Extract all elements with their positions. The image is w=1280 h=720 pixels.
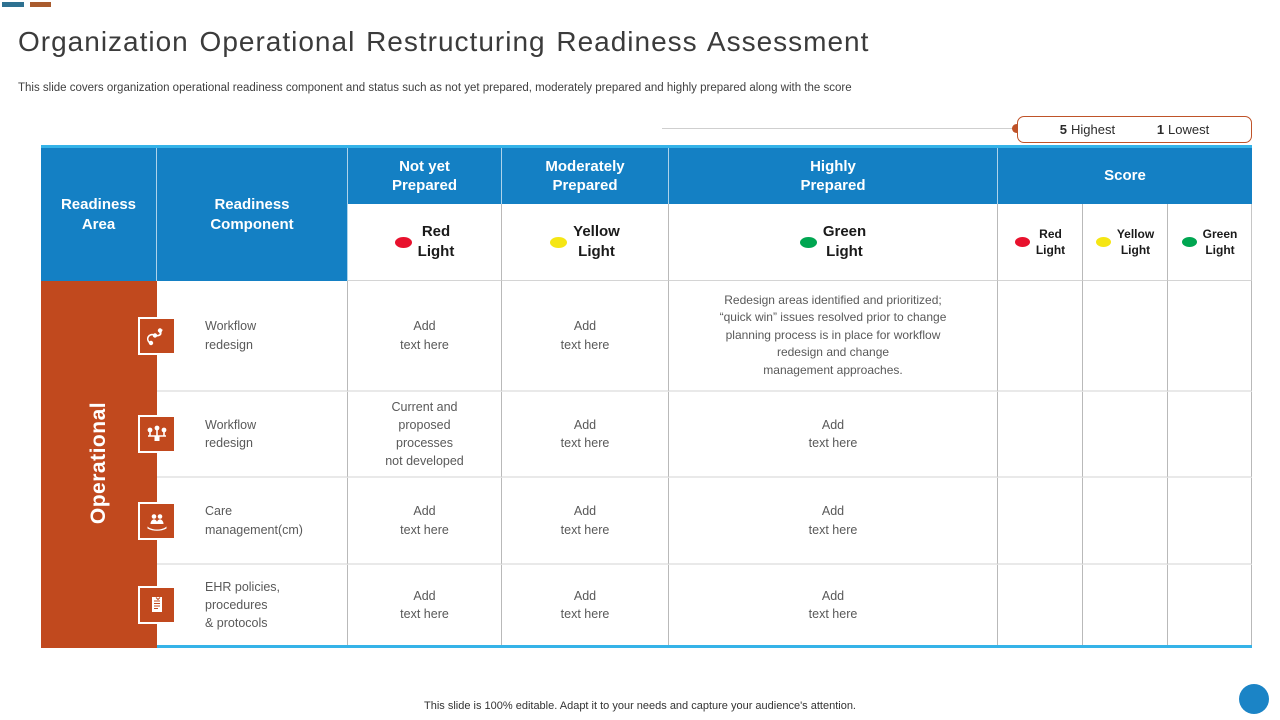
- header-not-yet-prepared: Not yet Prepared: [348, 148, 502, 204]
- score-yellow-cell[interactable]: [1083, 281, 1168, 392]
- score-green-cell[interactable]: [1168, 478, 1252, 565]
- readiness-area-band: Operational: [41, 281, 157, 648]
- score-green-light-icon: [1181, 237, 1197, 247]
- legend-highest-value: 5: [1059, 122, 1067, 137]
- page-title: Organization Operational Restructuring R…: [18, 26, 870, 57]
- footer-note: This slide is 100% editable. Adapt it to…: [424, 700, 856, 712]
- yellow-light-icon: [550, 236, 568, 248]
- score-red-light-label: Red Light: [1035, 226, 1066, 257]
- not-yet-prepared-cell[interactable]: Add text here: [348, 565, 502, 645]
- hierarchy-icon: [138, 415, 176, 453]
- score-green-light-cell: Green Light: [1168, 204, 1252, 281]
- header-readiness-area: Readiness Area: [41, 148, 157, 281]
- score-yellow-cell[interactable]: [1083, 565, 1168, 645]
- score-yellow-light-cell: Yellow Light: [1083, 204, 1168, 281]
- top-left-orange-bar: [30, 2, 51, 7]
- green-light-cell: Green Light: [669, 204, 998, 281]
- care-hand-icon: [138, 502, 176, 540]
- legend-lowest: 1 Lowest: [1157, 122, 1209, 137]
- score-red-cell[interactable]: [998, 565, 1083, 645]
- moderately-prepared-cell[interactable]: Add text here: [502, 565, 669, 645]
- score-red-cell[interactable]: [998, 478, 1083, 565]
- score-yellow-cell[interactable]: [1083, 392, 1168, 478]
- score-red-light-cell: Red Light: [998, 204, 1083, 281]
- component-label: Workflow redesign: [157, 281, 348, 392]
- legend-highest: 5 Highest: [1060, 122, 1115, 137]
- legend-highest-label: Highest: [1070, 122, 1116, 137]
- document-icon: [138, 586, 176, 624]
- score-yellow-light-icon: [1095, 237, 1111, 247]
- header-readiness-component: Readiness Component: [157, 148, 348, 281]
- green-light-icon: [799, 236, 817, 248]
- legend-connector-dot: [1012, 124, 1021, 133]
- header-score: Score: [998, 148, 1252, 204]
- score-green-cell[interactable]: [1168, 565, 1252, 645]
- highly-prepared-cell[interactable]: Redesign areas identified and prioritize…: [669, 281, 998, 392]
- readiness-table-grid: Readiness Area Readiness Component Not y…: [41, 148, 1252, 648]
- readiness-table: Readiness Area Readiness Component Not y…: [41, 145, 1252, 648]
- page-subtitle: This slide covers organization operation…: [18, 82, 852, 94]
- legend-lowest-label: Lowest: [1168, 122, 1210, 137]
- yellow-light-label: Yellow Light: [573, 222, 620, 260]
- red-light-cell: Red Light: [348, 204, 502, 281]
- header-moderately-prepared: Moderately Prepared: [502, 148, 669, 204]
- highly-prepared-cell[interactable]: Add text here: [669, 478, 998, 565]
- highly-prepared-cell[interactable]: Add text here: [669, 392, 998, 478]
- not-yet-prepared-cell[interactable]: Current and proposed processes not devel…: [348, 392, 502, 478]
- component-label: EHR policies, procedures & protocols: [157, 565, 348, 645]
- red-light-icon: [394, 236, 412, 248]
- green-light-label: Green Light: [822, 222, 867, 260]
- header-highly-prepared: Highly Prepared: [669, 148, 998, 204]
- component-label: Care management(cm): [157, 478, 348, 565]
- moderately-prepared-cell[interactable]: Add text here: [502, 478, 669, 565]
- workflow-path-icon: [138, 317, 176, 355]
- legend-connector-line: [662, 128, 1014, 129]
- score-yellow-cell[interactable]: [1083, 478, 1168, 565]
- score-green-light-label: Green Light: [1202, 226, 1238, 257]
- not-yet-prepared-cell[interactable]: Add text here: [348, 478, 502, 565]
- highly-prepared-cell[interactable]: Add text here: [669, 565, 998, 645]
- moderately-prepared-cell[interactable]: Add text here: [502, 281, 669, 392]
- yellow-light-cell: Yellow Light: [502, 204, 669, 281]
- score-legend: 5 Highest 1 Lowest: [1017, 116, 1252, 143]
- score-green-cell[interactable]: [1168, 392, 1252, 478]
- score-yellow-light-label: Yellow Light: [1116, 226, 1155, 257]
- component-label: Workflow redesign: [157, 392, 348, 478]
- score-green-cell[interactable]: [1168, 281, 1252, 392]
- score-red-light-icon: [1014, 237, 1030, 247]
- moderately-prepared-cell[interactable]: Add text here: [502, 392, 669, 478]
- corner-circle-decoration: [1239, 684, 1269, 714]
- red-light-label: Red Light: [417, 222, 455, 260]
- not-yet-prepared-cell[interactable]: Add text here: [348, 281, 502, 392]
- legend-lowest-value: 1: [1156, 122, 1165, 137]
- top-left-blue-bar: [2, 2, 24, 7]
- score-red-cell[interactable]: [998, 281, 1083, 392]
- score-red-cell[interactable]: [998, 392, 1083, 478]
- readiness-area-label: Operational: [87, 401, 111, 525]
